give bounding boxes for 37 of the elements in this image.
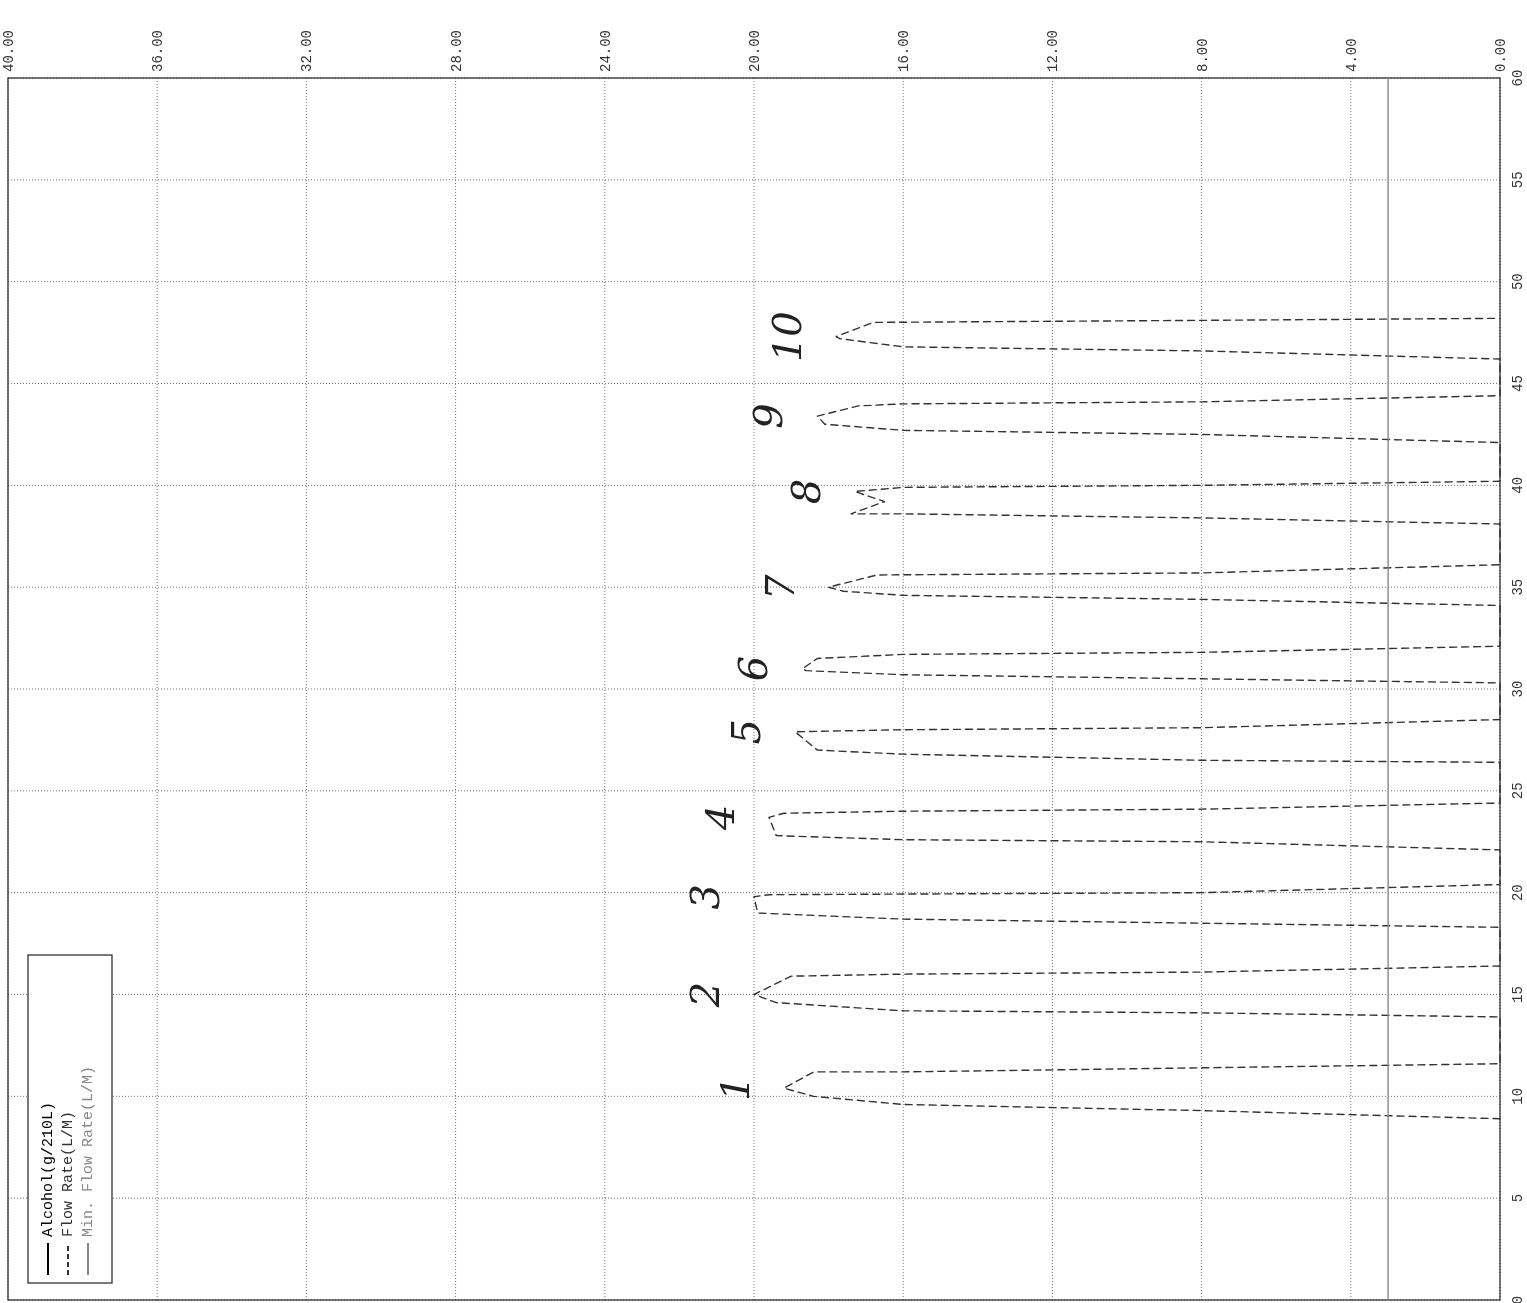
y-tick-label: 10 [1509, 1087, 1526, 1105]
y-tick-label: 30 [1509, 680, 1526, 698]
annotation: 7 [756, 573, 803, 600]
x-tick-label: 4.00 [1343, 38, 1360, 72]
y-tick-label: 0 [1509, 1295, 1526, 1303]
legend-label: Alcohol(g/210L) [39, 1101, 57, 1237]
x-tick-label: 16.00 [896, 29, 913, 72]
x-tick-label: 12.00 [1045, 29, 1062, 72]
x-tick-label: 32.00 [299, 29, 316, 72]
y-tick-label: 40 [1509, 476, 1526, 494]
y-tick-label: 5 [1509, 1193, 1526, 1203]
annotation: 10 [764, 311, 811, 363]
y-tick-label: 15 [1509, 986, 1526, 1003]
y-tick-label: 35 [1509, 578, 1526, 596]
annotation: 9 [745, 403, 792, 429]
y-tick-label: 25 [1509, 782, 1526, 800]
y-tick-label: 50 [1509, 273, 1526, 291]
y-tick-label: 60 [1509, 69, 1526, 87]
y-tick-label: 45 [1509, 375, 1526, 392]
annotation: 1 [711, 1075, 758, 1101]
x-tick-label: 24.00 [597, 29, 614, 72]
x-tick-label: 36.00 [150, 29, 167, 72]
annotation: 3 [682, 884, 728, 910]
annotation: 4 [696, 804, 743, 832]
x-tick-label: 0.00 [1493, 38, 1509, 72]
x-tick-label: 40.00 [1, 29, 17, 72]
annotation: 6 [730, 655, 777, 682]
x-tick-label: 28.00 [448, 29, 465, 72]
text: Min. Flow Rate(L/M) [79, 1065, 97, 1237]
x-tick-label: 8.00 [1194, 38, 1211, 72]
annotation: 8 [782, 478, 829, 505]
annotation: 2 [682, 981, 728, 1009]
text: Flow Rate(L/M) [59, 1110, 77, 1237]
y-tick-label: 55 [1509, 171, 1526, 189]
y-tick-label: 20 [1509, 884, 1526, 902]
annotation: 5 [723, 719, 770, 745]
x-tick-label: 20.00 [747, 29, 763, 72]
